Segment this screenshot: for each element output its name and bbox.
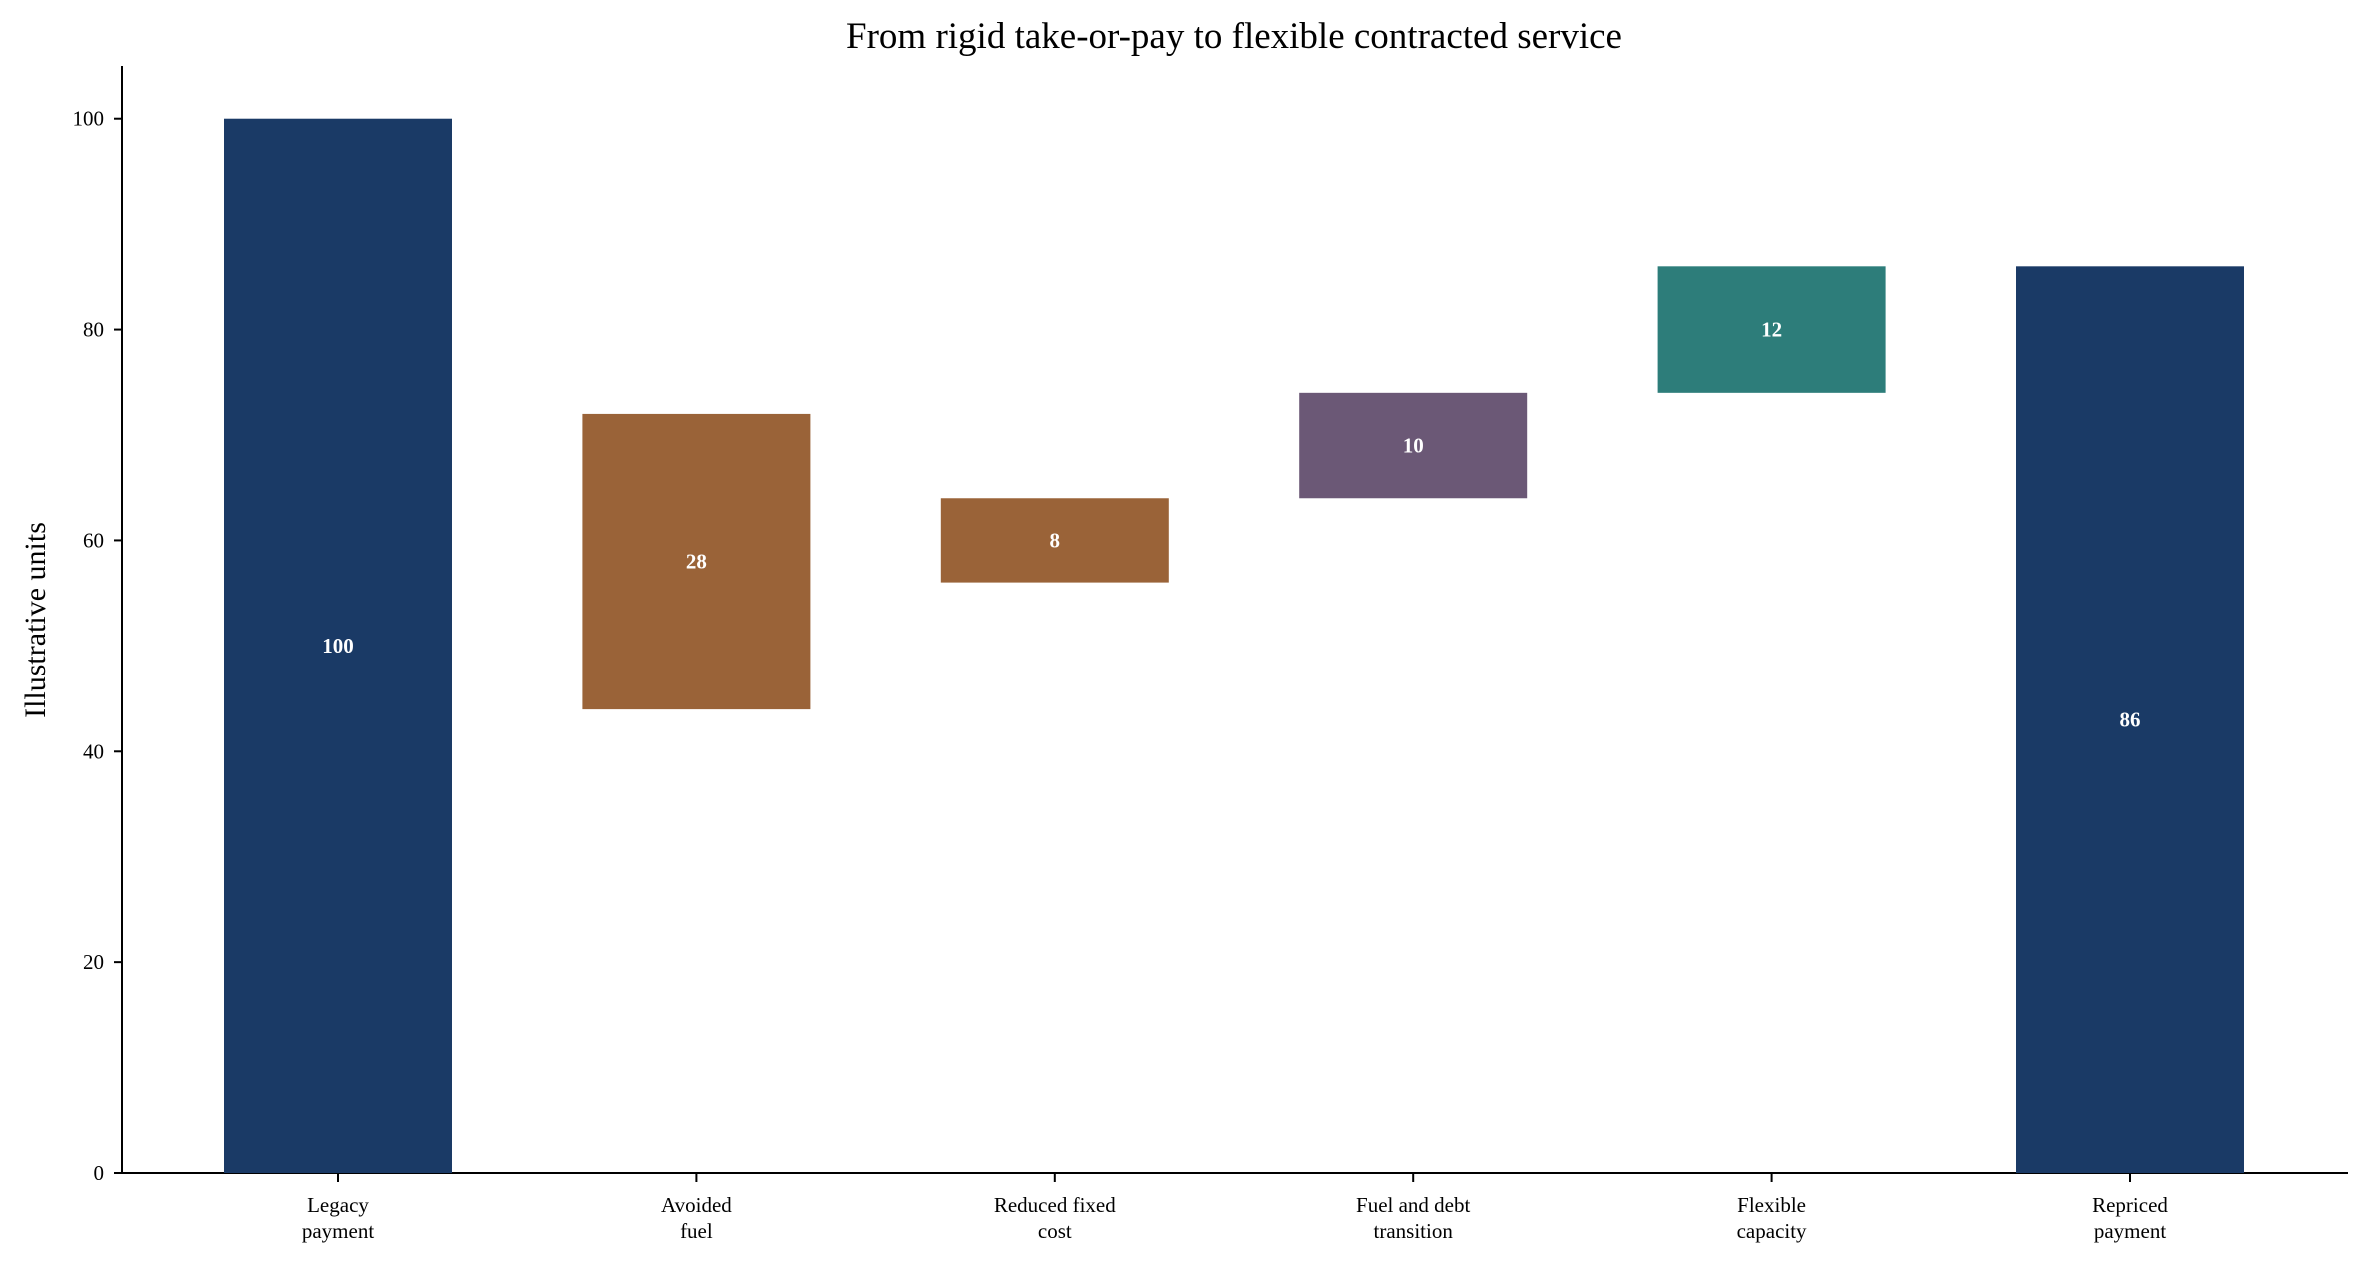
bar-increase [1657, 266, 1886, 393]
y-tick-label: 100 [73, 107, 105, 131]
x-tick-label-line: cost [1038, 1219, 1072, 1243]
bar-decrease [940, 498, 1169, 583]
bar-value-label: 8 [1050, 528, 1061, 552]
bar-value-label: 100 [322, 634, 354, 658]
bar-value-label: 10 [1403, 434, 1424, 458]
y-axis-label: Illustrative units [19, 522, 52, 718]
bar-value-label: 86 [2120, 708, 2141, 732]
x-tick-label: Fuel and debt transition [1356, 1193, 1470, 1243]
x-tick-label-line: Flexible [1737, 1193, 1806, 1217]
chart-title: From rigid take-or-pay to flexible contr… [846, 16, 1622, 57]
x-tick-label: Reduced fixed cost [994, 1193, 1116, 1243]
y-tick-label: 60 [83, 528, 104, 552]
x-tick-label-line: Legacy [307, 1193, 369, 1217]
x-tick-label-line: Repriced [2092, 1193, 2168, 1217]
bars: 100 28 8 10 12 86 [224, 118, 2244, 1174]
x-tick-label-line: Avoided [661, 1193, 732, 1217]
y-tick-label: 20 [83, 950, 104, 974]
bar-decrease [582, 413, 811, 710]
bar-increase [1299, 392, 1528, 499]
bar-value-label: 12 [1761, 318, 1782, 342]
y-tick-label: 0 [94, 1161, 105, 1185]
x-tick-label-line: capacity [1737, 1219, 1807, 1243]
y-tick-label: 40 [83, 739, 104, 763]
x-tick-label-line: Fuel and debt [1356, 1193, 1470, 1217]
bar-value-label: 28 [686, 550, 707, 574]
x-tick-label: Avoided fuel [661, 1193, 732, 1243]
x-tick-label: Repriced payment [2092, 1193, 2168, 1243]
x-tick-label-line: payment [302, 1219, 374, 1243]
bar-total [2016, 266, 2244, 1173]
x-tick-label-line: fuel [680, 1219, 713, 1243]
x-tick-label-line: Reduced fixed [994, 1193, 1116, 1217]
x-tick-label-line: payment [2094, 1219, 2166, 1243]
x-tick-label-line: transition [1374, 1219, 1454, 1243]
bar-total [224, 118, 452, 1174]
y-tick-label: 80 [83, 318, 104, 342]
x-tick-label: Flexible capacity [1737, 1193, 1807, 1243]
y-ticks: 0 20 40 60 80 100 [73, 107, 122, 1185]
x-tick-label: Legacy payment [302, 1193, 374, 1243]
